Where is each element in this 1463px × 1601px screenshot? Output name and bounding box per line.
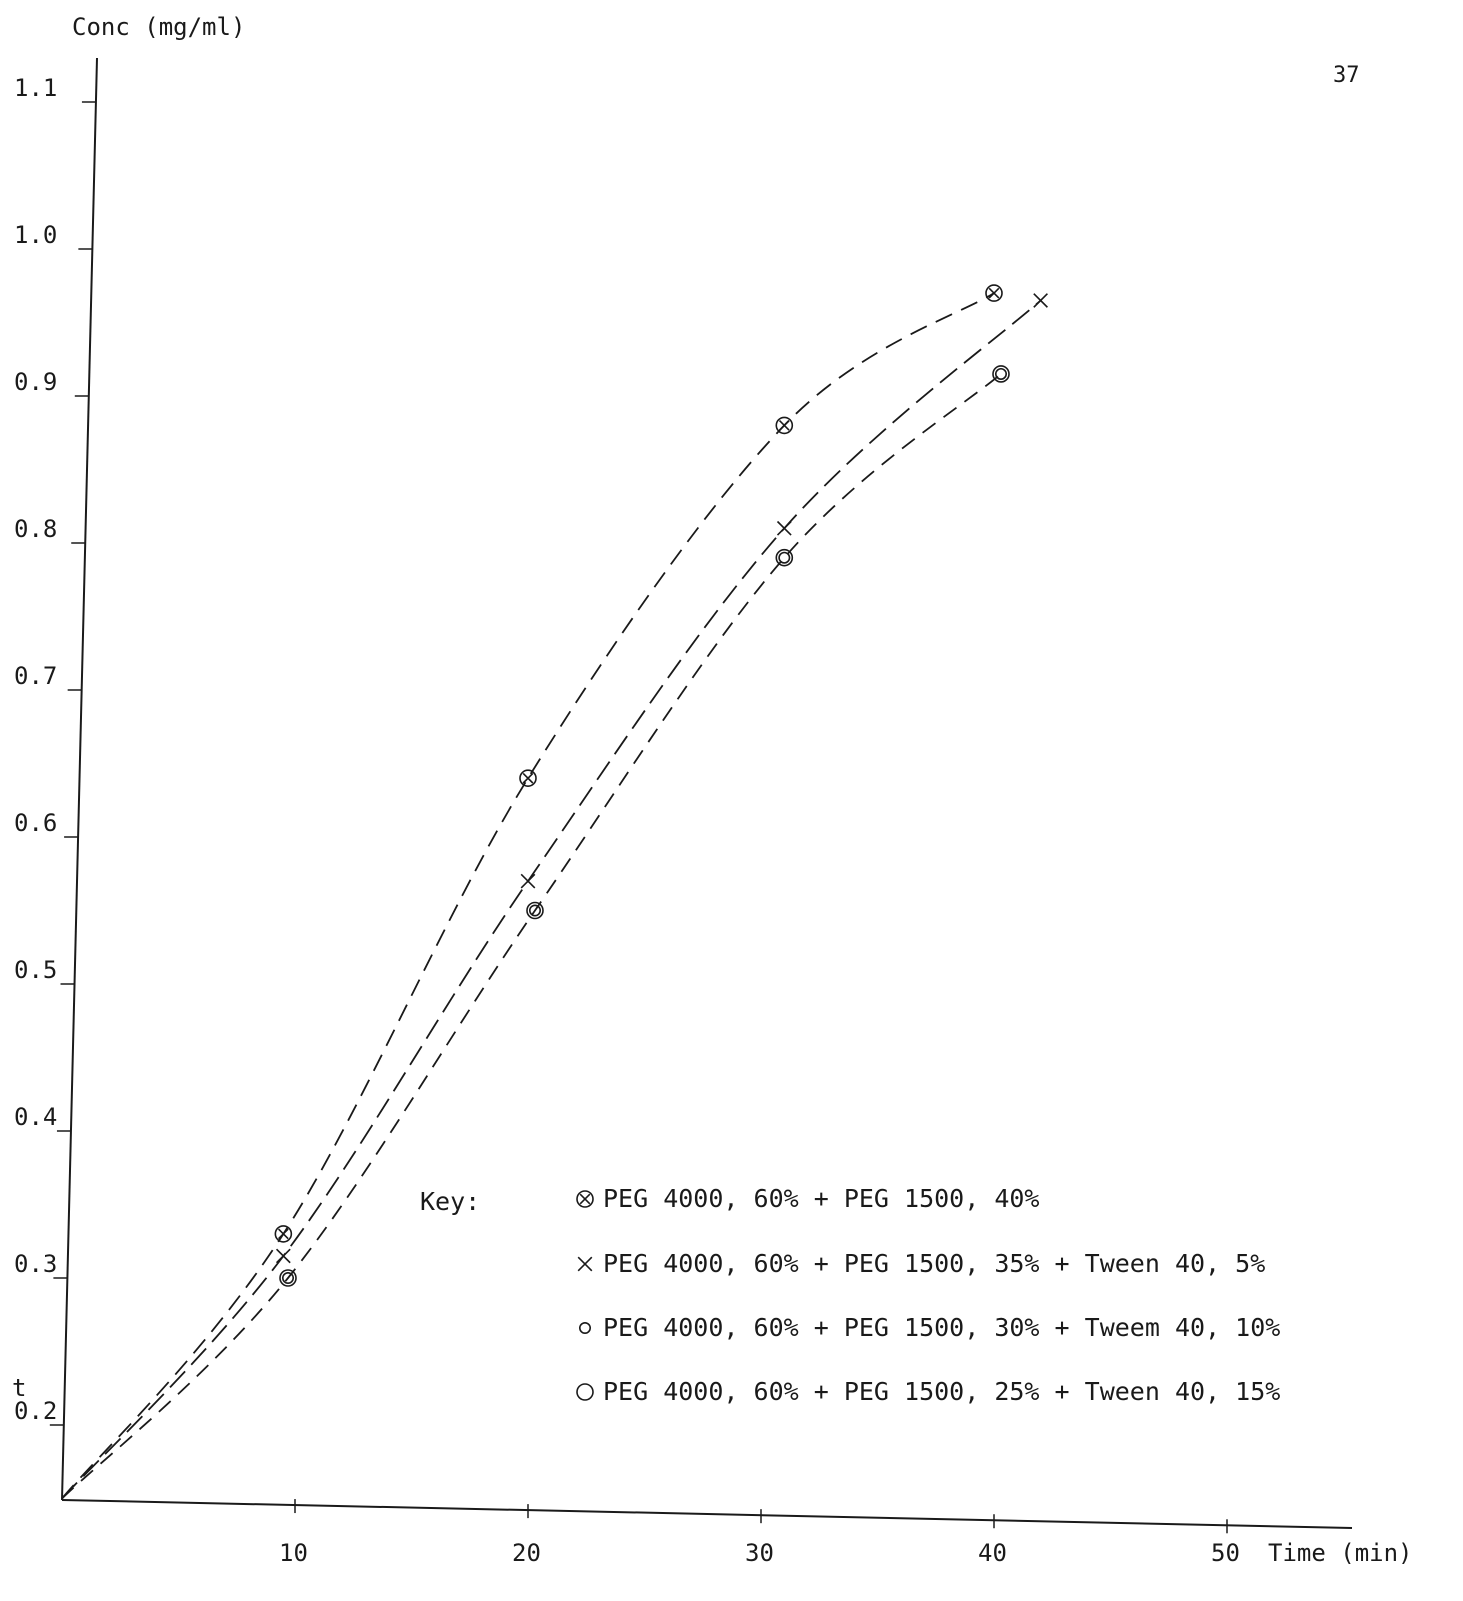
x-tick-label: 40: [978, 1539, 1007, 1567]
data-point: [775, 416, 794, 435]
chart-text: Conc (mg/ml) Time (min) 37 t Key:: [12, 13, 1413, 1567]
legend-title: Key:: [420, 1187, 480, 1216]
data-point: [985, 284, 1003, 302]
legend-label: PEG 4000, 60% + PEG 1500, 25% + Tween 40…: [603, 1377, 1280, 1406]
x-tick-label: 50: [1211, 1539, 1240, 1567]
data-point: [992, 365, 1010, 383]
y-tick-label: 0.5: [14, 956, 57, 984]
y-tick-label: 1.0: [14, 221, 57, 249]
data-point: [277, 1228, 289, 1240]
series-line: [61, 373, 1002, 1500]
x-tick-label: 10: [279, 1539, 308, 1567]
y-tick-label: 0.9: [14, 368, 57, 396]
data-point: [522, 772, 534, 784]
series-markers: [274, 284, 1048, 1287]
y-tick-label: 1.1: [14, 74, 57, 102]
data-point: [775, 548, 794, 567]
data-point: [579, 1193, 591, 1205]
data-point: [528, 904, 541, 917]
x-axis-line: [61, 1499, 1353, 1529]
data-point: [988, 287, 1000, 299]
data-point: [778, 551, 791, 564]
y-tick-label: 0.2: [14, 1397, 57, 1425]
series-line: [61, 292, 995, 1500]
data-point: [994, 367, 1007, 380]
data-point: [282, 1272, 295, 1285]
y-axis-line: [61, 57, 98, 1501]
data-point: [279, 1269, 297, 1287]
data-point: [519, 769, 537, 788]
y-tick-label: 0.6: [14, 809, 57, 837]
data-point: [578, 1322, 591, 1335]
data-point: [576, 1190, 594, 1208]
x-tick-label: 30: [745, 1539, 774, 1567]
legend-label: PEG 4000, 60% + PEG 1500, 35% + Tween 40…: [603, 1249, 1265, 1278]
ticks: 0.2 0.3 0.4 0.5 0.6 0.7 0.8 0.9 1.0 1.1 10 20 30 40 50: [14, 74, 1240, 1567]
data-point: [1033, 293, 1048, 308]
y-axis-title: Conc (mg/ml): [72, 13, 245, 41]
data-point: [520, 873, 536, 889]
page-number: 37: [1333, 63, 1360, 88]
data-point: [778, 420, 790, 431]
y-tick-label: 0.8: [14, 515, 57, 543]
data-point: [577, 1256, 593, 1272]
y-tick-label: 0.3: [14, 1250, 57, 1278]
legend: PEG 4000, 60% + PEG 1500, 40% PEG 4000, 6…: [576, 1184, 1280, 1406]
legend-label: PEG 4000, 60% + PEG 1500, 30% + Tweem 40…: [603, 1313, 1280, 1342]
y-tick-label: 0.4: [14, 1103, 57, 1131]
data-point: [776, 520, 792, 536]
x-axis-title: Time (min): [1268, 1539, 1413, 1567]
stray-mark: t: [12, 1374, 26, 1402]
data-point: [275, 1248, 291, 1264]
axes: [61, 57, 1353, 1529]
y-tick-label: 0.7: [14, 662, 57, 690]
data-point: [576, 1383, 594, 1401]
data-point: [274, 1225, 293, 1243]
data-point: [526, 901, 544, 920]
x-tick-label: 20: [512, 1539, 541, 1567]
legend-label: PEG 4000, 60% + PEG 1500, 40%: [603, 1184, 1040, 1213]
